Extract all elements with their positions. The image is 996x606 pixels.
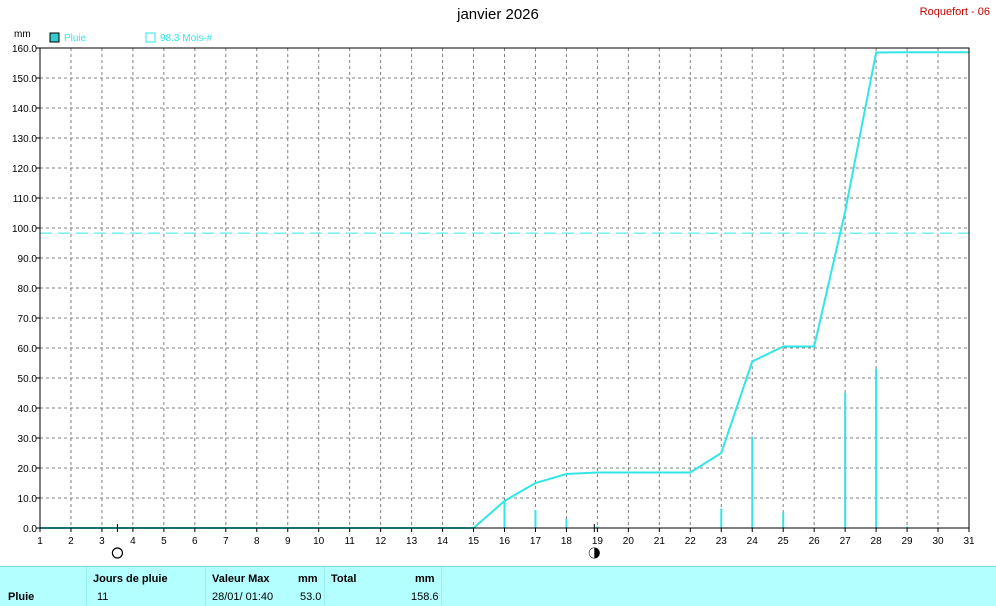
x-tick-label: 6 bbox=[192, 536, 198, 547]
x-tick-label: 21 bbox=[654, 536, 666, 547]
y-tick-label: 10.0 bbox=[18, 494, 38, 505]
y-tick-label: 160.0 bbox=[12, 44, 37, 55]
legend-swatch-reference bbox=[145, 32, 156, 43]
total-cell: Total mm 158.6 bbox=[325, 567, 442, 606]
y-tick-label: 140.0 bbox=[12, 104, 37, 115]
total-header: Total bbox=[331, 573, 357, 585]
y-tick-label: 150.0 bbox=[12, 74, 37, 85]
full-moon-icon bbox=[111, 547, 124, 559]
station-name: Roquefort - 06 bbox=[919, 6, 990, 18]
x-tick-label: 14 bbox=[437, 536, 449, 547]
x-tick-label: 17 bbox=[530, 536, 542, 547]
x-tick-label: 18 bbox=[561, 536, 573, 547]
legend: Pluie 98.3 Mois-# bbox=[49, 32, 213, 44]
x-tick-label: 11 bbox=[344, 536, 355, 547]
x-tick-label: 1 bbox=[37, 536, 43, 547]
y-tick-label: 70.0 bbox=[18, 314, 38, 325]
y-tick-label: 100.0 bbox=[12, 224, 37, 235]
max-value-cell: Valeur Max mm 28/01/ 01:40 53.0 bbox=[206, 567, 325, 606]
axes: 1 2 3 4 5 6 7 8 9 10 11 12 13 14 15 16 17 18 19 20 21 22 23 24 2… bbox=[12, 44, 975, 547]
x-tick-label: 4 bbox=[130, 536, 136, 547]
max-date: 28/01/ 01:40 bbox=[212, 591, 274, 603]
max-value: 53.0 bbox=[300, 591, 322, 603]
x-tick-label: 22 bbox=[685, 536, 697, 547]
x-tick-label: 26 bbox=[809, 536, 821, 547]
y-tick-label: 50.0 bbox=[18, 374, 38, 385]
summary-label-cell: Pluie bbox=[0, 567, 87, 606]
summary-panel: Pluie Jours de pluie 11 Valeur Max mm 28… bbox=[0, 566, 996, 606]
x-tick-label: 13 bbox=[406, 536, 418, 547]
rain-bars bbox=[503, 369, 940, 528]
y-tick-label: 90.0 bbox=[18, 254, 38, 265]
moon-highlight bbox=[589, 548, 595, 558]
y-unit-label: mm bbox=[14, 29, 31, 40]
x-tick-label: 5 bbox=[161, 536, 167, 547]
y-tick-label: 120.0 bbox=[12, 164, 37, 175]
grid bbox=[39, 47, 970, 529]
legend-label-pluie: Pluie bbox=[64, 33, 87, 44]
y-tick-label: 80.0 bbox=[18, 284, 38, 295]
rain-chart: 1 2 3 4 5 6 7 8 9 10 11 12 13 14 15 16 17 18 19 20 21 22 23 24 2… bbox=[12, 29, 975, 559]
x-tick-label: 20 bbox=[623, 536, 635, 547]
y-tick-label: 20.0 bbox=[18, 464, 38, 475]
cumulative-line bbox=[40, 51, 969, 529]
x-tick-label: 28 bbox=[871, 536, 883, 547]
x-tick-label: 24 bbox=[747, 536, 759, 547]
x-tick-label: 30 bbox=[932, 536, 944, 547]
y-tick-label: 30.0 bbox=[18, 434, 38, 445]
cumulative-rain-line bbox=[40, 51, 969, 529]
x-tick-label: 2 bbox=[68, 536, 74, 547]
summary-row-label: Pluie bbox=[8, 591, 35, 603]
x-tick-label: 8 bbox=[254, 536, 260, 547]
chart-title: janvier 2026 bbox=[457, 6, 539, 23]
x-tick-label: 3 bbox=[99, 536, 105, 547]
x-tick-label: 25 bbox=[778, 536, 790, 547]
x-tick-label: 23 bbox=[716, 536, 728, 547]
plot-frame bbox=[39, 47, 970, 529]
y-tick-label: 130.0 bbox=[12, 134, 37, 145]
total-value: 158.6 bbox=[411, 591, 439, 603]
legend-label-reference: 98.3 Mois-# bbox=[160, 33, 213, 44]
x-tick-label: 29 bbox=[902, 536, 914, 547]
x-tick-label: 27 bbox=[840, 536, 852, 547]
x-tick-label: 19 bbox=[592, 536, 604, 547]
max-unit: mm bbox=[298, 573, 318, 585]
rain-days-header: Jours de pluie bbox=[93, 573, 168, 585]
y-tick-label: 40.0 bbox=[18, 404, 38, 415]
moon-phases bbox=[111, 524, 600, 559]
x-tick-label: 10 bbox=[313, 536, 325, 547]
y-tick-label: 0.0 bbox=[23, 524, 37, 535]
max-header: Valeur Max bbox=[212, 573, 270, 585]
x-tick-label: 7 bbox=[223, 536, 229, 547]
x-tick-label: 12 bbox=[375, 536, 387, 547]
y-tick-label: 60.0 bbox=[18, 344, 38, 355]
x-tick-label: 16 bbox=[499, 536, 511, 547]
rain-days-cell: Jours de pluie 11 bbox=[87, 567, 206, 606]
x-tick-label: 31 bbox=[963, 536, 975, 547]
y-tick-label: 110.0 bbox=[13, 194, 38, 205]
rain-days-value: 11 bbox=[97, 591, 109, 603]
x-tick-label: 15 bbox=[468, 536, 480, 547]
legend-swatch-pluie bbox=[49, 32, 60, 43]
total-unit: mm bbox=[415, 573, 435, 585]
x-tick-label: 9 bbox=[285, 536, 291, 547]
